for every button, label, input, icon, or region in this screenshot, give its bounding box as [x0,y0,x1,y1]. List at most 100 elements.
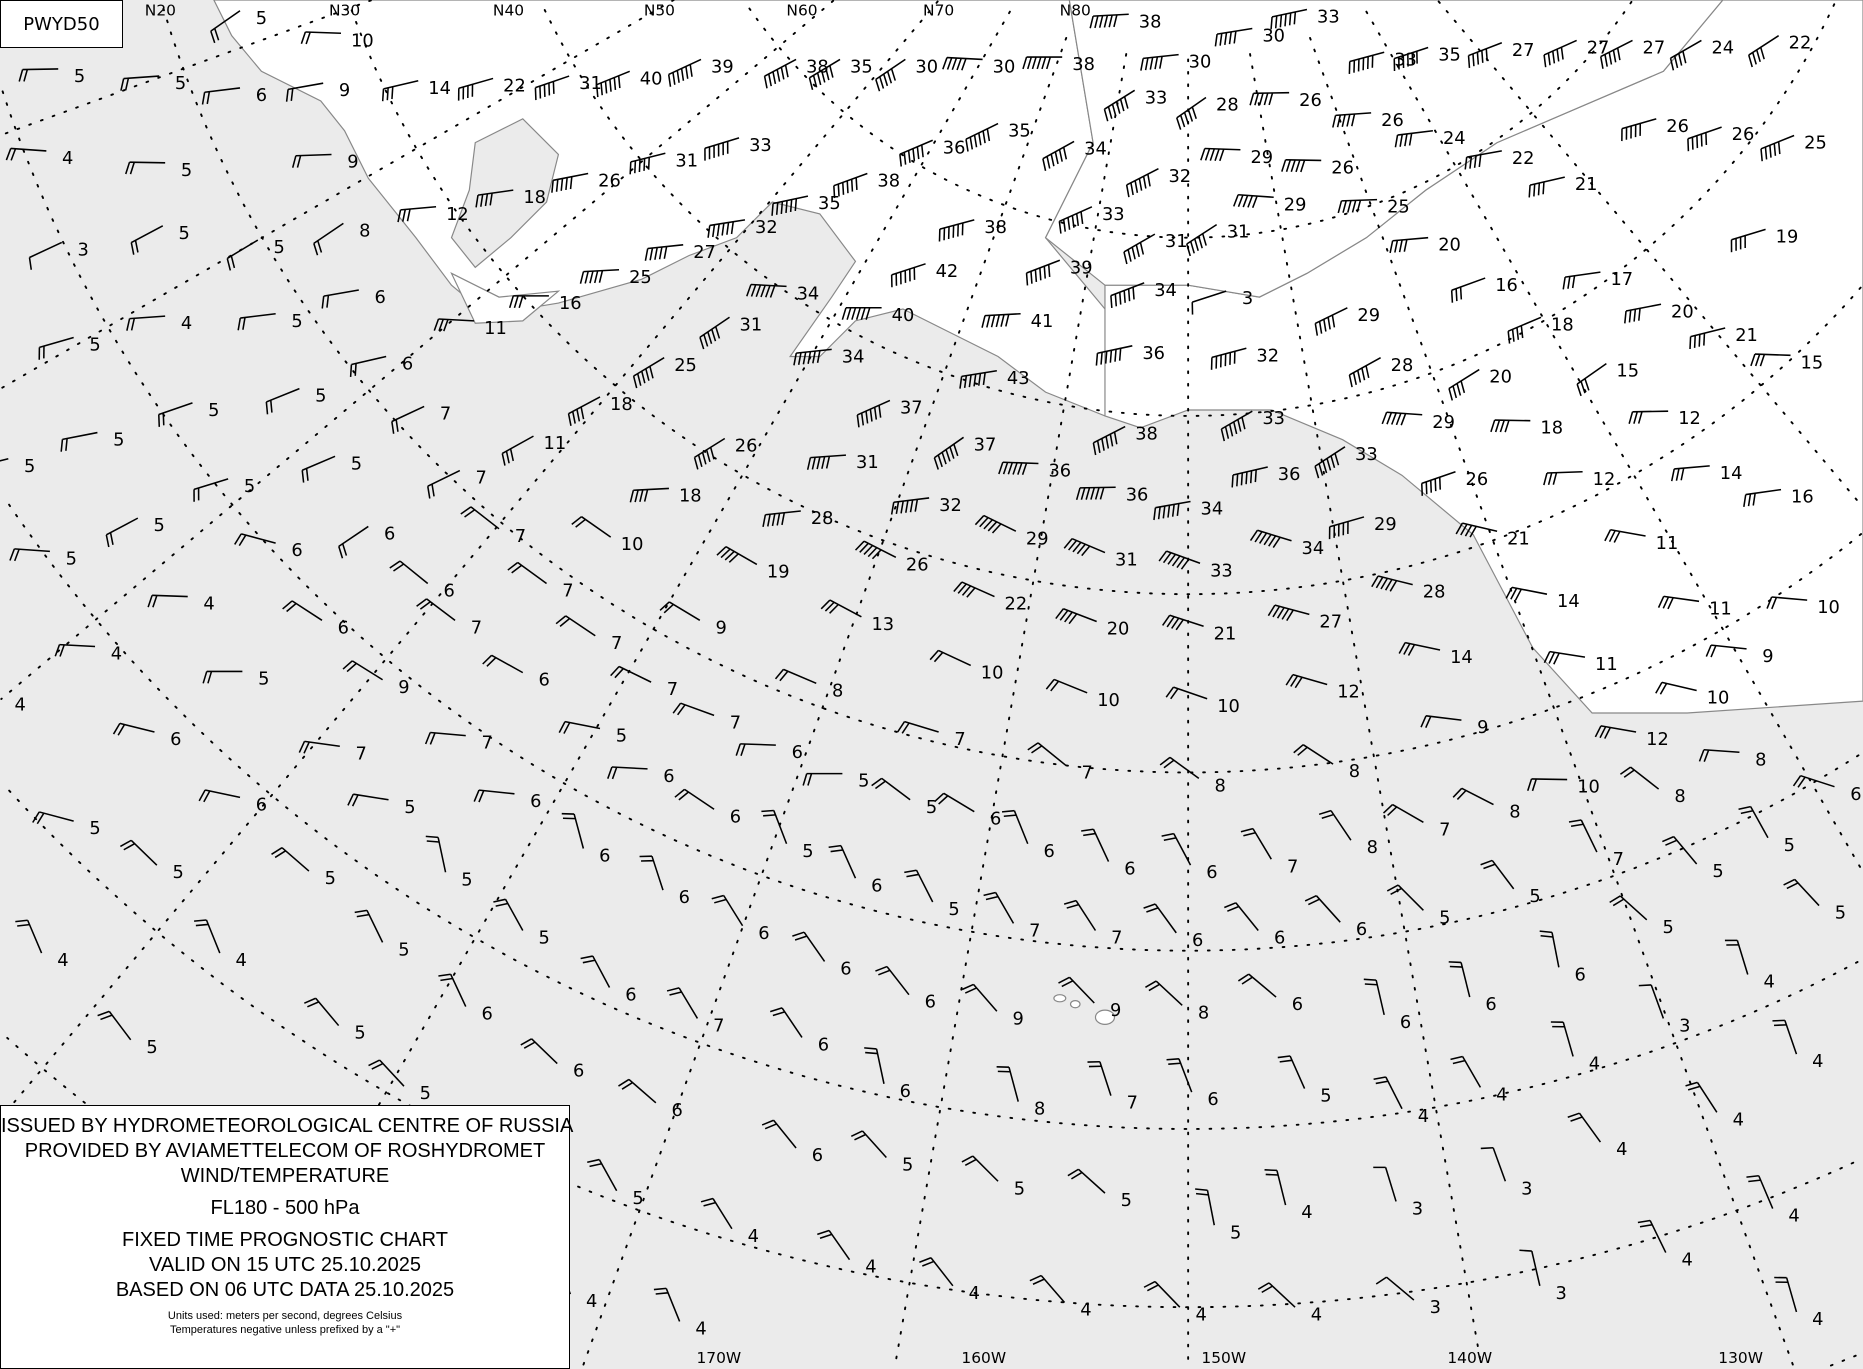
temperature-label: 5 [181,160,192,181]
temperature-label: 34 [1084,138,1107,159]
wind-barb [1159,756,1200,780]
wind-barb [1264,1169,1287,1206]
wind-barb [427,469,461,499]
wind-barb [1025,259,1061,286]
wind-barb [1237,973,1277,998]
temperature-label: 27 [1512,40,1535,61]
temperature-label: 17 [1610,269,1633,290]
temperature-label: 9 [1013,1008,1024,1029]
wind-barb [1687,126,1722,152]
wind-barb [629,487,669,503]
temperature-label: 43 [1007,368,1030,389]
wind-barb [965,122,999,152]
wind-barb [1267,604,1310,622]
wind-barb [391,405,425,434]
land-arctic [1044,0,1724,298]
temperature-label: 10 [981,663,1004,684]
temperature-label: 5 [208,400,219,421]
wind-barb [571,516,612,538]
wind-barb [1662,835,1698,865]
wind-barb [126,315,166,331]
temperature-label: 6 [1192,930,1203,951]
temperature-label: 7 [481,733,492,754]
wind-barb [1029,1274,1066,1303]
temperature-label: 7 [611,633,622,654]
temperature-label: 6 [443,581,454,602]
wind-barb [610,665,652,683]
temperature-label: 38 [877,171,900,192]
wind-barb [1637,1219,1667,1253]
wind-barb [349,355,387,377]
temperature-label: 15 [1801,352,1824,373]
temperature-label: 9 [1110,1000,1121,1021]
temperature-label: 27 [1643,37,1666,58]
temperature-label: 18 [610,394,633,415]
temperature-label: 39 [711,56,734,77]
temperature-label: 6 [663,766,674,787]
temperature-label: 6 [1206,862,1217,883]
temperature-label: 27 [693,242,716,263]
temperature-label: 6 [792,742,803,763]
wind-barb [871,777,911,801]
wind-barb [1304,894,1341,923]
wind-barb [1240,827,1272,860]
temperature-label: 31 [579,73,602,94]
temperature-label: 6 [672,1100,683,1121]
temperature-label: 5 [1784,835,1795,856]
wind-barb [1081,828,1110,862]
temperature-label: 5 [24,456,35,477]
wind-barb [1153,500,1191,521]
wind-barb [919,1257,954,1287]
temperature-label: 7 [356,743,367,764]
longitude-label: 130W [1718,1349,1763,1367]
wind-barb [1233,194,1274,208]
hawaii-islands [1053,994,1116,1025]
wind-barb [1766,596,1808,610]
temperature-label: 4 [236,950,247,971]
temperature-label: 6 [256,794,267,815]
wind-barb [1621,118,1657,142]
wind-barb [193,478,229,502]
temperature-label: 6 [402,354,413,375]
temperature-label: 10 [1217,696,1240,717]
temperature-label: 7 [667,679,678,700]
wind-barb [1624,303,1662,324]
wind-barb [817,1229,851,1261]
temperature-label: 6 [1124,859,1135,880]
wind-barb [1027,742,1067,766]
temperature-label: 6 [758,923,769,944]
wind-barb [482,654,524,674]
temperature-label: 30 [993,56,1016,77]
wind-barb [1143,1280,1181,1308]
wind-barb [112,722,155,736]
temperature-label: 5 [1712,861,1723,882]
wind-barb [1619,766,1660,790]
wind-barb [1527,778,1568,792]
wind-barb [354,909,384,943]
wind-barb [501,435,534,466]
wind-barb [1528,176,1565,198]
wind-barb [1158,550,1201,570]
wind-barb [298,740,340,754]
temperature-label: 6 [573,1061,584,1082]
wind-barb [237,312,276,331]
wind-barb [1145,980,1183,1006]
legend-box: ISSUED BY HYDROMETEOROLOGICAL CENTRE OF … [0,1105,573,1369]
temperature-label: 32 [1168,166,1191,187]
wind-barb [1087,1060,1112,1096]
latitude-label: N80 [1060,1,1091,19]
temperature-label: 28 [1216,95,1239,116]
wind-barb [1685,1081,1718,1113]
wind-barb [1746,1174,1774,1209]
wind-barb [1348,51,1385,74]
wind-barb [1191,290,1227,315]
temperature-label: 31 [1165,231,1188,252]
wind-barb [1698,748,1740,762]
temperature-label: 5 [926,797,937,818]
wind-barbs [0,8,1835,1322]
wind-barb [653,1287,681,1322]
temperature-label: 11 [1595,654,1618,675]
wind-barb [1186,223,1218,257]
temperature-label: 36 [1142,343,1165,364]
wind-barb [1381,411,1423,426]
